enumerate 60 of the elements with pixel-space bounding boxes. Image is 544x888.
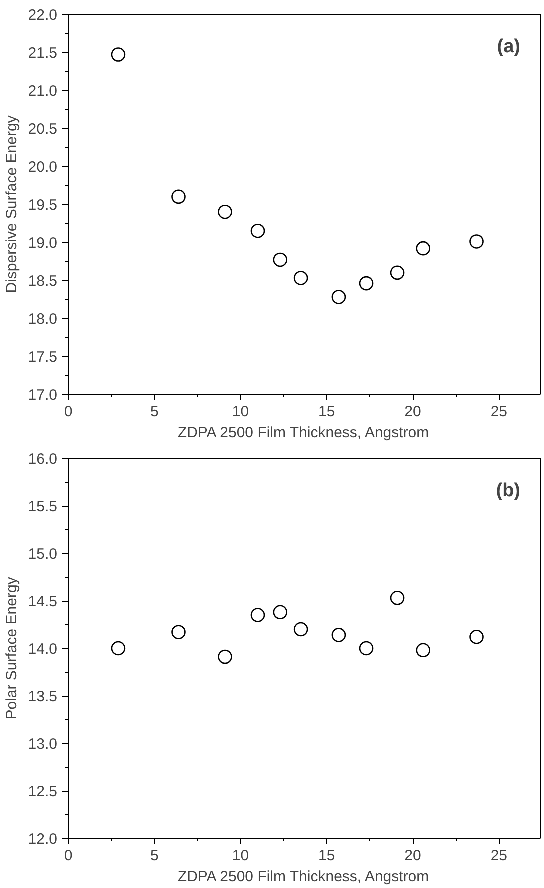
- y-tick-label: 21.5: [28, 45, 58, 62]
- point: [111, 641, 126, 656]
- x-tick-label: 5: [150, 848, 159, 864]
- y-tick-label: 14.5: [28, 594, 58, 610]
- x-tick-label: 0: [64, 404, 73, 420]
- x-tick-label: 15: [318, 848, 336, 864]
- y-tick-label: 13.5: [28, 688, 58, 706]
- y-tick-label: 18.0: [28, 311, 58, 328]
- point: [332, 628, 346, 642]
- x-tick-label: 10: [232, 848, 250, 864]
- y-tick-label: 17.5: [28, 349, 58, 366]
- x-tick-label: 20: [404, 404, 422, 420]
- point: [218, 650, 232, 664]
- x-tick-label: 25: [490, 848, 508, 864]
- y-tick-label: 14.0: [28, 641, 58, 658]
- point: [172, 625, 186, 640]
- point: [390, 266, 405, 280]
- point: [273, 252, 288, 268]
- point: [390, 591, 405, 606]
- point: [359, 276, 374, 291]
- point: [218, 204, 232, 220]
- point: [416, 643, 431, 658]
- x-tick-label: 5: [150, 404, 159, 420]
- point: [359, 641, 374, 656]
- x-tick-label: 10: [232, 404, 250, 420]
- y-tick-label: 13.0: [28, 736, 58, 753]
- annotation: (b): [496, 480, 521, 502]
- y-tick-label: 12.5: [28, 784, 58, 800]
- y-tick-label: 20.0: [28, 159, 58, 176]
- point: [250, 224, 266, 238]
- y-tick-label: 17.0: [28, 387, 58, 404]
- y-tick-label: 22.0: [28, 7, 58, 24]
- point: [416, 241, 431, 256]
- y-tick-label: 19.5: [28, 197, 58, 214]
- point: [294, 271, 308, 286]
- point: [172, 190, 186, 204]
- x-axis-title: ZDPA 2500 Film Thickness, Angstrom: [178, 868, 430, 886]
- y-tick-label: 16.0: [28, 451, 58, 468]
- point: [470, 630, 484, 644]
- x-tick-label: 20: [404, 848, 422, 864]
- point: [332, 290, 346, 304]
- point: [250, 608, 266, 622]
- y-tick-label: 18.5: [28, 273, 58, 290]
- y-axis-title: Dispersive Surface Energy: [3, 115, 20, 294]
- point: [273, 605, 288, 620]
- annotation: (a): [497, 36, 521, 58]
- y-axis-title: Polar Surface Energy: [3, 576, 20, 720]
- y-tick-label: 15.0: [28, 546, 58, 563]
- y-tick-label: 12.0: [28, 831, 58, 848]
- y-tick-label: 15.5: [28, 498, 58, 516]
- x-tick-label: 25: [490, 404, 508, 420]
- point: [294, 622, 308, 637]
- y-tick-label: 21.0: [28, 83, 58, 100]
- point: [111, 48, 126, 62]
- x-tick-label: 15: [318, 404, 336, 420]
- point: [470, 234, 484, 249]
- y-tick-label: 20.5: [28, 121, 58, 138]
- x-tick-label: 0: [64, 848, 73, 864]
- y-tick-label: 19.0: [28, 235, 58, 252]
- x-axis-title: ZDPA 2500 Film Thickness, Angstrom: [178, 424, 430, 442]
